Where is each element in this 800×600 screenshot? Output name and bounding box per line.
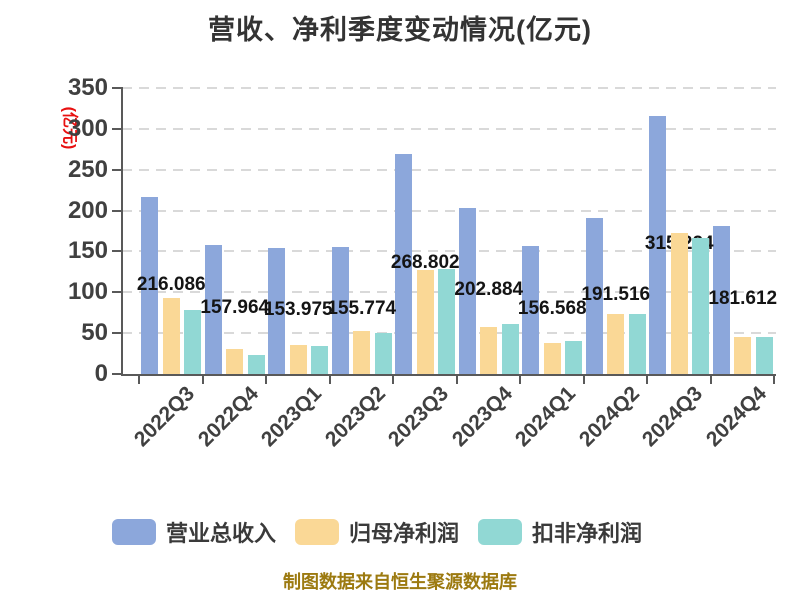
x-tick [582,376,585,384]
bar-营业总收入-2024Q1 [522,246,540,374]
bar-value-label: 268.802 [390,252,460,274]
x-tick [392,376,395,384]
legend-item-营业总收入: 营业总收入 [112,516,276,548]
bar-归母净利润-2023Q3 [416,269,434,374]
legend-label: 扣非净利润 [532,521,643,546]
bar-归母净利润-2024Q2 [607,314,625,374]
bar-扣非净利润-2024Q3 [692,238,710,374]
legend: 营业总收入 归母净利润 扣非净利润 [112,516,642,548]
bar-营业总收入-2022Q4 [204,244,222,374]
y-tick [112,291,122,294]
x-axis-line [121,374,776,376]
x-tick-label: 2023Q1 [257,382,327,452]
x-tick [138,376,141,384]
y-tick-label: 200 [67,196,108,224]
x-tick-label: 2024Q1 [511,382,581,452]
bar-归母净利润-2023Q4 [480,326,498,374]
bar-营业总收入-2023Q2 [331,246,349,374]
bar-归母净利润-2022Q4 [226,349,244,374]
x-tick [646,376,649,384]
y-tick [112,127,122,130]
x-tick-label: 2022Q3 [130,382,200,452]
y-tick-label: 50 [81,319,108,347]
gridline [122,127,776,130]
y-tick-label: 150 [67,237,108,265]
bar-营业总收入-2024Q2 [585,217,603,374]
y-tick-label: 0 [94,360,108,387]
bar-扣非净利润-2023Q4 [501,324,519,374]
x-tick-label: 2024Q2 [574,382,644,452]
y-tick-label: 350 [67,74,108,101]
bar-归母净利润-2022Q3 [162,298,180,374]
x-tick-label: 2022Q4 [193,382,263,452]
bar-value-label: 156.568 [517,298,587,320]
bar-扣非净利润-2024Q1 [565,340,583,374]
bar-归母净利润-2024Q3 [670,233,688,374]
gridline [122,250,776,253]
bar-归母净利润-2024Q1 [543,342,561,374]
x-tick-label: 2024Q3 [638,382,708,452]
x-tick [328,376,331,384]
x-tick [455,376,458,384]
bar-营业总收入-2022Q3 [141,197,159,374]
x-tick [773,376,776,384]
x-tick [709,376,712,384]
bar-营业总收入-2023Q4 [458,208,476,374]
x-tick-label: 2023Q4 [447,382,517,452]
legend-label: 营业总收入 [166,521,277,546]
y-tick [112,168,122,171]
legend-swatch [112,519,156,545]
bar-扣非净利润-2024Q4 [755,336,773,374]
legend-swatch [478,519,523,545]
bar-扣非净利润-2023Q2 [374,332,392,374]
bar-扣非净利润-2024Q2 [628,314,646,374]
y-tick [112,209,122,212]
legend-item-扣非净利润: 扣非净利润 [478,516,642,548]
gridline [122,168,776,171]
x-tick [265,376,268,384]
x-tick-label: 2024Q4 [701,382,771,452]
y-tick-label: 100 [67,278,108,306]
gridline [122,209,776,212]
y-tick [112,373,122,375]
bar-value-label: 153.975 [263,299,333,321]
bar-扣非净利润-2022Q4 [247,354,265,374]
y-tick [112,250,122,253]
bar-扣非净利润-2022Q3 [184,310,202,374]
legend-label: 归母净利润 [349,521,460,546]
data-source-note: 制图数据来自恒生聚源数据库 [283,572,517,592]
legend-swatch [295,519,340,545]
bar-value-label: 157.964 [200,297,270,319]
bar-营业总收入-2024Q4 [712,225,730,374]
bar-归母净利润-2023Q2 [353,330,371,374]
bar-value-label: 181.612 [708,287,778,309]
legend-item-归母净利润: 归母净利润 [295,516,459,548]
bar-归母净利润-2024Q4 [734,336,752,374]
bar-营业总收入-2024Q3 [649,116,667,374]
y-tick [112,332,122,335]
bar-扣非净利润-2023Q1 [311,345,329,374]
gridline [122,87,776,89]
x-tick-label: 2023Q3 [384,382,454,452]
bar-营业总收入-2023Q1 [268,248,286,374]
chart-title: 营收、净利季度变动情况(亿元) [208,15,592,45]
bar-value-label: 155.774 [327,298,397,320]
x-tick [519,376,522,384]
y-tick [112,87,122,89]
y-axis-line [121,87,123,376]
bar-value-label: 202.884 [454,279,524,301]
bar-value-label: 191.516 [581,283,651,305]
y-tick-label: 250 [67,155,108,183]
bar-扣非净利润-2023Q3 [438,268,456,374]
bar-归母净利润-2023Q1 [289,344,307,374]
x-tick [201,376,204,384]
x-tick-label: 2023Q2 [320,382,390,452]
y-tick-label: 300 [67,114,108,142]
bar-value-label: 216.086 [136,273,206,295]
bar-营业总收入-2023Q3 [395,154,413,374]
